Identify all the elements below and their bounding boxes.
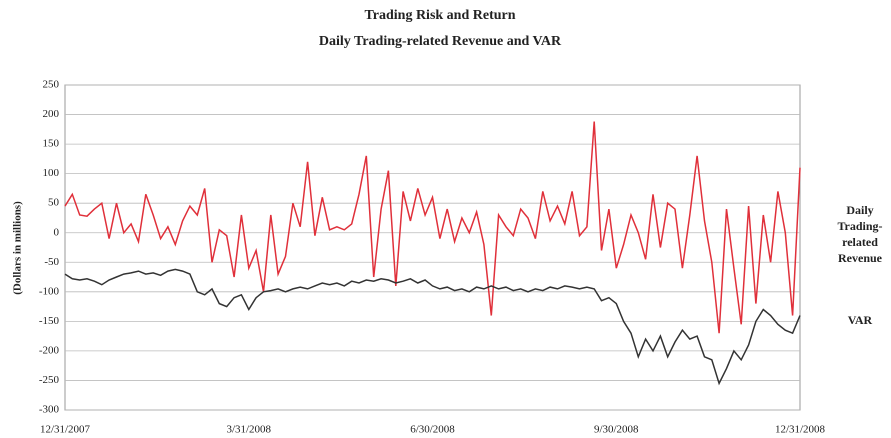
y-tick-label: 50 — [48, 197, 60, 209]
y-tick-label: 100 — [43, 167, 60, 179]
y-tick-label: 0 — [54, 226, 60, 238]
chart-subtitle: Daily Trading-related Revenue and VAR — [319, 34, 562, 49]
y-tick-label: 250 — [43, 79, 60, 91]
y-tick-label: -200 — [39, 344, 60, 356]
y-tick-label: -150 — [39, 315, 60, 327]
y-tick-label: -300 — [39, 404, 60, 416]
x-tick-label: 3/31/2008 — [226, 424, 271, 436]
legend-entry: Daily Trading-related Revenue — [837, 203, 883, 265]
y-tick-label: -100 — [39, 285, 60, 297]
y-tick-label: -50 — [44, 256, 59, 268]
x-tick-label: 12/31/2007 — [40, 424, 91, 436]
x-tick-label: 9/30/2008 — [594, 424, 639, 436]
x-tick-label: 6/30/2008 — [410, 424, 455, 436]
line-series — [64, 121, 801, 334]
chart-title: Trading Risk and Return — [364, 8, 515, 23]
plot-area — [64, 84, 801, 411]
y-tick-label: 150 — [43, 138, 60, 150]
y-axis-label: (Dollars in millions) — [12, 201, 24, 295]
y-tick-label: 200 — [43, 108, 60, 120]
line-series — [64, 268, 801, 386]
y-tick-label: -250 — [39, 374, 60, 386]
legend-entry: VAR — [847, 313, 873, 327]
x-tick-label: 12/31/2008 — [775, 424, 826, 436]
